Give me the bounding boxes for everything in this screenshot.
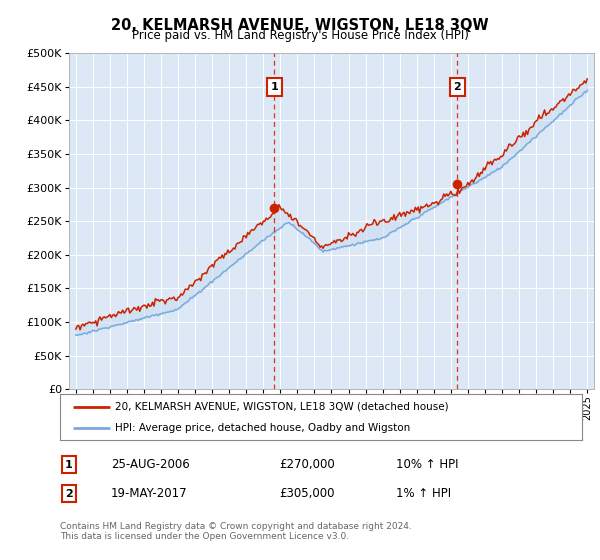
Text: 19-MAY-2017: 19-MAY-2017 bbox=[111, 487, 188, 501]
Text: HPI: Average price, detached house, Oadby and Wigston: HPI: Average price, detached house, Oadb… bbox=[115, 423, 410, 433]
Text: 1: 1 bbox=[271, 82, 278, 92]
Text: 2: 2 bbox=[454, 82, 461, 92]
Text: Contains HM Land Registry data © Crown copyright and database right 2024.
This d: Contains HM Land Registry data © Crown c… bbox=[60, 522, 412, 542]
Text: 20, KELMARSH AVENUE, WIGSTON, LE18 3QW (detached house): 20, KELMARSH AVENUE, WIGSTON, LE18 3QW (… bbox=[115, 402, 448, 412]
Text: Price paid vs. HM Land Registry's House Price Index (HPI): Price paid vs. HM Land Registry's House … bbox=[131, 29, 469, 42]
Text: £305,000: £305,000 bbox=[279, 487, 335, 501]
Text: 1% ↑ HPI: 1% ↑ HPI bbox=[396, 487, 451, 501]
Text: £270,000: £270,000 bbox=[279, 458, 335, 472]
Text: 1: 1 bbox=[65, 460, 73, 470]
Text: 25-AUG-2006: 25-AUG-2006 bbox=[111, 458, 190, 472]
Text: 20, KELMARSH AVENUE, WIGSTON, LE18 3QW: 20, KELMARSH AVENUE, WIGSTON, LE18 3QW bbox=[111, 18, 489, 33]
Text: 10% ↑ HPI: 10% ↑ HPI bbox=[396, 458, 458, 472]
Text: 2: 2 bbox=[65, 489, 73, 499]
